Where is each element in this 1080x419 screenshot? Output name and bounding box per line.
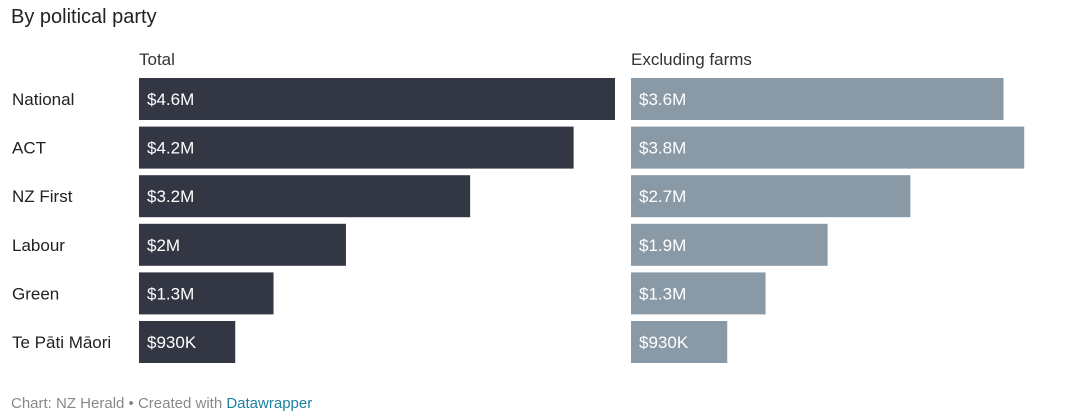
category-label: National [12,90,74,109]
bar-total [139,223,346,266]
bar-excluding [631,175,911,218]
bar-total [139,321,236,363]
bar-value-label: $2.7M [639,187,686,206]
category-label: ACT [12,139,46,158]
footer-source: Chart: NZ Herald [11,395,125,412]
series-header-total: Total [139,50,175,69]
bar-total [139,175,471,218]
bar-value-label: $3.8M [639,139,686,158]
bar-value-label: $3.6M [639,90,686,109]
bar-value-label: $4.2M [147,139,194,158]
chart-footer: Chart: NZ Herald • Created with Datawrap… [11,395,312,412]
bar-value-label: $1.3M [147,284,194,303]
bar-value-label: $2M [147,236,180,255]
bar-value-label: $930K [639,333,689,352]
bar-excluding [631,223,828,266]
bar-total [139,272,274,315]
footer-separator: • [124,395,138,412]
bar-value-label: $1.3M [639,284,686,303]
category-label: Te Pāti Māori [12,333,111,352]
category-label: NZ First [12,187,73,206]
bar-excluding [631,126,1025,169]
category-label: Labour [12,236,65,255]
category-label: Green [12,284,59,303]
footer-created: Created with [137,395,227,412]
series-header-excluding: Excluding farms [631,50,752,69]
bar-value-label: $930K [147,333,197,352]
chart-title: By political party [11,6,157,28]
bar-value-label: $3.2M [147,187,194,206]
bar-chart: National ACT NZ First Labour Green Te Pāti Mā… [12,50,1025,363]
bar-value-label: $1.9M [639,236,686,255]
bar-excluding [631,321,728,363]
bar-excluding [631,78,1004,120]
bar-total [139,126,574,169]
bar-total [139,78,615,120]
bar-excluding [631,272,766,315]
bar-value-label: $4.6M [147,90,194,109]
datawrapper-link[interactable]: Datawrapper [226,395,313,412]
